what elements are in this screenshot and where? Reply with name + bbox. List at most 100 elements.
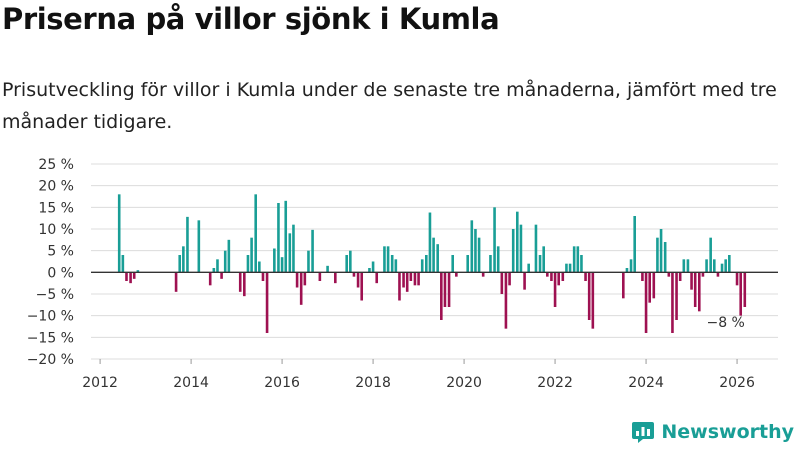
bar <box>375 272 379 284</box>
latest-value-annotation: −8 % <box>706 315 744 331</box>
bar <box>481 272 485 277</box>
bar <box>511 229 515 273</box>
bar <box>720 263 724 273</box>
bar <box>739 272 742 316</box>
newsworthy-logo-icon <box>632 422 655 443</box>
y-tick-label: 0 % <box>47 265 74 281</box>
bar <box>697 272 701 312</box>
bar <box>561 272 565 281</box>
bar <box>504 272 508 329</box>
bar <box>398 272 401 301</box>
bar <box>258 261 261 273</box>
bar <box>265 272 269 333</box>
x-tick-label: 2026 <box>719 375 755 391</box>
gridlines <box>91 163 778 360</box>
bar <box>565 263 568 273</box>
bar <box>292 224 295 273</box>
bar <box>356 272 360 288</box>
bar <box>254 194 257 273</box>
bar <box>534 224 538 273</box>
bar <box>527 263 530 273</box>
x-tick-label: 2020 <box>446 375 482 391</box>
bar <box>186 216 189 273</box>
bar <box>440 272 443 320</box>
bar <box>246 255 250 273</box>
y-tick-label: 10 % <box>38 222 74 238</box>
bar <box>174 272 178 292</box>
bar <box>523 272 526 290</box>
bar <box>417 272 420 286</box>
bar <box>352 272 356 277</box>
bar <box>591 272 595 329</box>
y-tick-label: 15 % <box>38 200 74 216</box>
bar <box>250 237 253 273</box>
bar <box>371 261 375 273</box>
bar <box>243 272 246 297</box>
bar <box>671 272 674 333</box>
chart-subtitle: Prisutveckling för villor i Kumla under … <box>2 79 777 133</box>
bar <box>117 194 121 273</box>
bar <box>587 272 591 320</box>
bar <box>508 272 511 286</box>
bar <box>136 270 140 273</box>
bar <box>129 272 132 284</box>
bar <box>178 255 182 273</box>
bar <box>238 272 242 292</box>
x-tick-label: 2014 <box>173 375 209 391</box>
bar <box>659 229 663 273</box>
bar <box>227 239 231 273</box>
bar <box>436 244 439 273</box>
bar <box>334 272 337 284</box>
bar <box>470 220 474 273</box>
bar <box>360 272 364 301</box>
bar <box>216 259 219 273</box>
bar <box>678 272 682 281</box>
y-axis: 25 % 20 % 15 % 10 % 5 % 0 % −5 % −10 % −15 % −20 … <box>27 157 74 368</box>
x-tick-label: 2012 <box>82 375 118 391</box>
bar <box>622 272 625 299</box>
bar <box>557 272 561 286</box>
bar <box>641 272 644 281</box>
bar <box>311 229 314 273</box>
bar <box>735 272 739 286</box>
bar <box>682 259 686 273</box>
bar <box>402 272 405 288</box>
bar <box>220 272 223 279</box>
bar <box>519 224 523 273</box>
bar <box>701 272 705 277</box>
bar <box>675 272 678 320</box>
bar <box>477 237 481 273</box>
page-title: Priserna på villor sjönk i Kumla <box>2 2 500 36</box>
x-tick-label: 2024 <box>628 375 664 391</box>
bar <box>728 255 731 273</box>
bar <box>576 246 580 273</box>
bar <box>496 246 500 273</box>
bar <box>500 272 504 294</box>
bar <box>307 250 310 273</box>
bar <box>326 265 329 273</box>
bar <box>390 255 394 273</box>
bar <box>428 212 432 273</box>
bar <box>542 246 545 273</box>
y-tick-label: −20 % <box>27 352 74 368</box>
bar <box>466 255 470 273</box>
bar <box>693 272 697 307</box>
bar <box>197 220 201 273</box>
y-tick-label: −10 % <box>27 309 74 325</box>
bar <box>261 272 265 281</box>
newsworthy-logo: Newsworthy <box>631 420 794 444</box>
bar <box>455 272 458 277</box>
bar <box>584 272 587 281</box>
bar <box>182 246 185 273</box>
bar <box>690 272 693 290</box>
bar <box>553 272 557 307</box>
bar <box>132 272 136 279</box>
bar <box>716 272 720 277</box>
bar <box>413 272 417 286</box>
x-tick-label: 2018 <box>355 375 391 391</box>
bar <box>652 272 656 299</box>
bar <box>447 272 451 307</box>
bar <box>121 255 125 273</box>
x-axis: 2012 2014 2016 2018 2020 2022 2024 2026 <box>82 359 755 391</box>
